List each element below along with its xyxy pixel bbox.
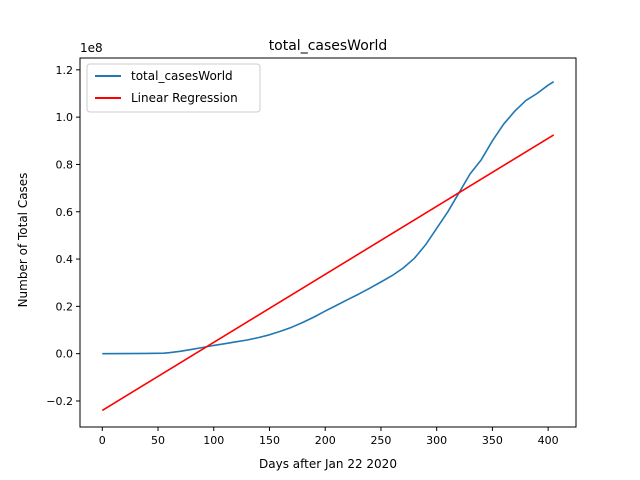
x-tick-label: 50 xyxy=(151,434,165,447)
x-tick-label: 400 xyxy=(538,434,559,447)
x-tick-label: 0 xyxy=(99,434,106,447)
series-line-0 xyxy=(102,81,555,355)
x-tick-label: 150 xyxy=(259,434,280,447)
chart-title: total_casesWorld xyxy=(269,38,388,54)
y-tick-label: 0.2 xyxy=(56,300,74,313)
x-tick-label: 100 xyxy=(203,434,224,447)
y-tick-label: 0.6 xyxy=(56,206,74,219)
y-tick-label: 0.0 xyxy=(56,348,74,361)
x-axis-label: Days after Jan 22 2020 xyxy=(259,457,397,471)
x-tick-label: 300 xyxy=(426,434,447,447)
x-tick-label: 350 xyxy=(482,434,503,447)
y-axis-ticks: −0.2 0.0 0.2 0.4 0.6 0.8 1.0 1.2 xyxy=(46,64,80,408)
axes-frame xyxy=(79,57,577,428)
x-axis-ticks: 0 50 100 150 200 250 300 350 400 xyxy=(99,427,559,447)
legend-label-linear-regression: Linear Regression xyxy=(131,91,238,105)
y-tick-label: −0.2 xyxy=(46,395,73,408)
y-axis-label: Number of Total Cases xyxy=(16,173,30,308)
series-line-1 xyxy=(101,134,555,412)
x-tick-label: 200 xyxy=(315,434,336,447)
y-tick-label: 0.4 xyxy=(56,253,74,266)
legend: total_casesWorld Linear Regression xyxy=(86,63,261,113)
y-axis-offset-label: 1e8 xyxy=(80,41,103,55)
y-tick-label: 1.2 xyxy=(56,64,74,77)
y-tick-label: 0.8 xyxy=(56,158,74,171)
legend-box xyxy=(86,63,261,113)
y-tick-label: 1.0 xyxy=(56,111,74,124)
x-tick-label: 250 xyxy=(370,434,391,447)
legend-label-total-cases: total_casesWorld xyxy=(131,69,233,83)
plot-area xyxy=(101,81,555,412)
